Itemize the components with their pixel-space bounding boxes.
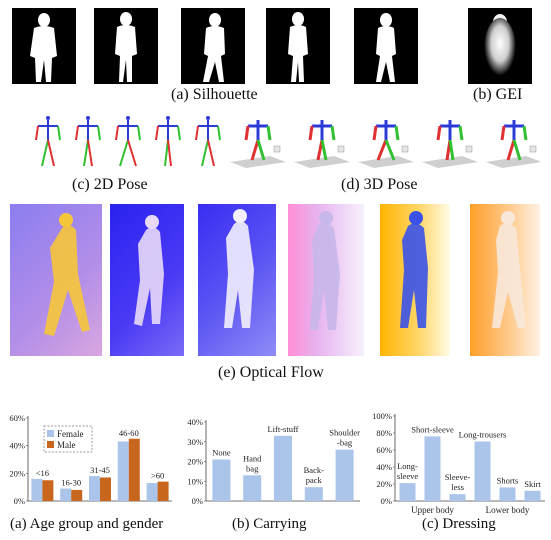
silhouette-frame-1 <box>12 8 76 84</box>
bar-4 <box>335 449 354 501</box>
bar-2 <box>274 435 292 501</box>
y-tick-label: 20% <box>187 457 203 467</box>
bar-0 <box>399 483 416 501</box>
pose-2d-figure-2 <box>75 116 101 167</box>
y-tick-label: 0% <box>14 496 25 506</box>
y-tick-label: 10% <box>187 476 203 486</box>
category-label: 31-45 <box>90 465 110 475</box>
bar-female-2 <box>89 476 100 501</box>
pose-3d-figure-5 <box>486 120 540 168</box>
y-tick-label: 40% <box>9 441 25 451</box>
legend-swatch-female <box>47 430 54 437</box>
caption-dressing: (c) Dressing <box>422 516 496 532</box>
chart-age-gender: 0% 20% 40% 60% <16 16-30 31-45 46-60 >60 FemaleMa… <box>9 413 172 506</box>
group-label-lower: Lower body <box>486 505 530 515</box>
category-label: bag <box>246 463 259 473</box>
bar-0 <box>212 459 231 501</box>
pose-2d-figure-4 <box>155 116 181 167</box>
caption-age-gender: (a) Age group and gender <box>10 516 164 532</box>
category-label: Hand <box>243 453 262 463</box>
silhouette-frame-4 <box>266 8 330 84</box>
category-label: sleeve <box>397 471 418 481</box>
pose-2d-figure-5 <box>195 116 221 167</box>
y-tick-label: 100% <box>372 411 392 421</box>
caption-optical-flow: (e) Optical Flow <box>218 364 324 381</box>
category-label: Back- <box>304 465 324 475</box>
chart-dressing: 0% 20% 40% 60% 80% 100% Long-sleeve Short-sleev… <box>372 411 545 515</box>
category-label: Lift-stuff <box>267 424 298 434</box>
pose-3d-figure-1 <box>230 120 286 168</box>
pose-2d-figures <box>35 116 221 167</box>
bar-male-2 <box>100 477 111 501</box>
legend-box <box>43 425 93 453</box>
legend-label-male: Male <box>57 440 76 450</box>
optical-flow-frame-5 <box>380 204 450 356</box>
bar-female-4 <box>146 483 158 501</box>
category-label: 16-30 <box>61 478 81 488</box>
category-label: Long- <box>397 461 418 471</box>
bar-male-3 <box>128 438 140 501</box>
bar-male-0 <box>42 480 54 501</box>
caption-gei: (b) GEI <box>473 86 523 103</box>
silhouette-frame-5 <box>354 8 418 84</box>
bar-3 <box>304 487 323 501</box>
category-label: 46-60 <box>119 428 139 438</box>
category-label: None <box>212 448 231 458</box>
pose-2d-figure-1 <box>35 116 61 167</box>
y-tick-label: 30% <box>187 437 203 447</box>
pose-3d-figure-4 <box>422 120 478 168</box>
pose-3d-figure-3 <box>358 120 414 168</box>
pose-3d-figure-2 <box>294 120 350 168</box>
bar-female-3 <box>117 441 129 501</box>
y-tick-label: 40% <box>187 417 203 427</box>
bar-male-1 <box>71 489 83 501</box>
pose-2d-figure-3 <box>115 116 141 167</box>
y-tick-label: 80% <box>376 428 392 438</box>
category-label: pack <box>306 475 323 485</box>
bar-male-4 <box>157 481 169 501</box>
category-label: Long-trousers <box>459 430 507 440</box>
bar-female-0 <box>31 478 43 501</box>
category-label: Shorts <box>497 475 519 485</box>
legend-swatch-male <box>47 441 54 448</box>
y-tick-label: 0% <box>381 496 392 506</box>
optical-flow-frame-6 <box>470 204 540 356</box>
y-tick-label: 0% <box>192 496 203 506</box>
category-label: Shoulder <box>329 428 360 438</box>
legend-label-female: Female <box>57 429 84 439</box>
bar-3 <box>474 441 491 501</box>
pose-3d-figures <box>230 120 540 168</box>
caption-3d-pose: (d) 3D Pose <box>341 176 418 193</box>
bar-1 <box>243 475 262 501</box>
bar-4 <box>499 487 516 501</box>
bar-1 <box>424 436 441 501</box>
category-label: Short-sleeve <box>411 424 454 434</box>
y-tick-label: 60% <box>376 445 392 455</box>
optical-flow-frame-2 <box>110 204 184 356</box>
y-tick-label: 20% <box>376 479 392 489</box>
bar-5 <box>524 490 541 501</box>
gait-energy-image <box>468 8 532 84</box>
y-tick-label: 20% <box>9 468 25 478</box>
y-tick-label: 40% <box>376 462 392 472</box>
caption-2d-pose: (c) 2D Pose <box>72 176 148 193</box>
y-tick-label: 60% <box>9 413 25 423</box>
silhouette-frame-3 <box>181 8 245 84</box>
optical-flow-frame-3 <box>198 204 276 356</box>
bar-female-1 <box>60 488 72 501</box>
bar-2 <box>449 494 466 501</box>
category-label: Skirt <box>524 479 541 489</box>
group-label-upper: Upper body <box>411 505 454 515</box>
category-label: less <box>451 482 464 492</box>
category-label: -bag <box>337 438 353 448</box>
category-label: >60 <box>151 471 164 481</box>
category-label: <16 <box>36 468 49 478</box>
caption-carrying: (b) Carrying <box>232 516 307 532</box>
category-label: Sleeve- <box>445 472 471 482</box>
optical-flow-frame-4 <box>288 204 364 356</box>
caption-silhouette: (a) Silhouette <box>171 86 258 103</box>
silhouette-frame-2 <box>94 8 158 84</box>
optical-flow-frame-1 <box>10 204 102 356</box>
